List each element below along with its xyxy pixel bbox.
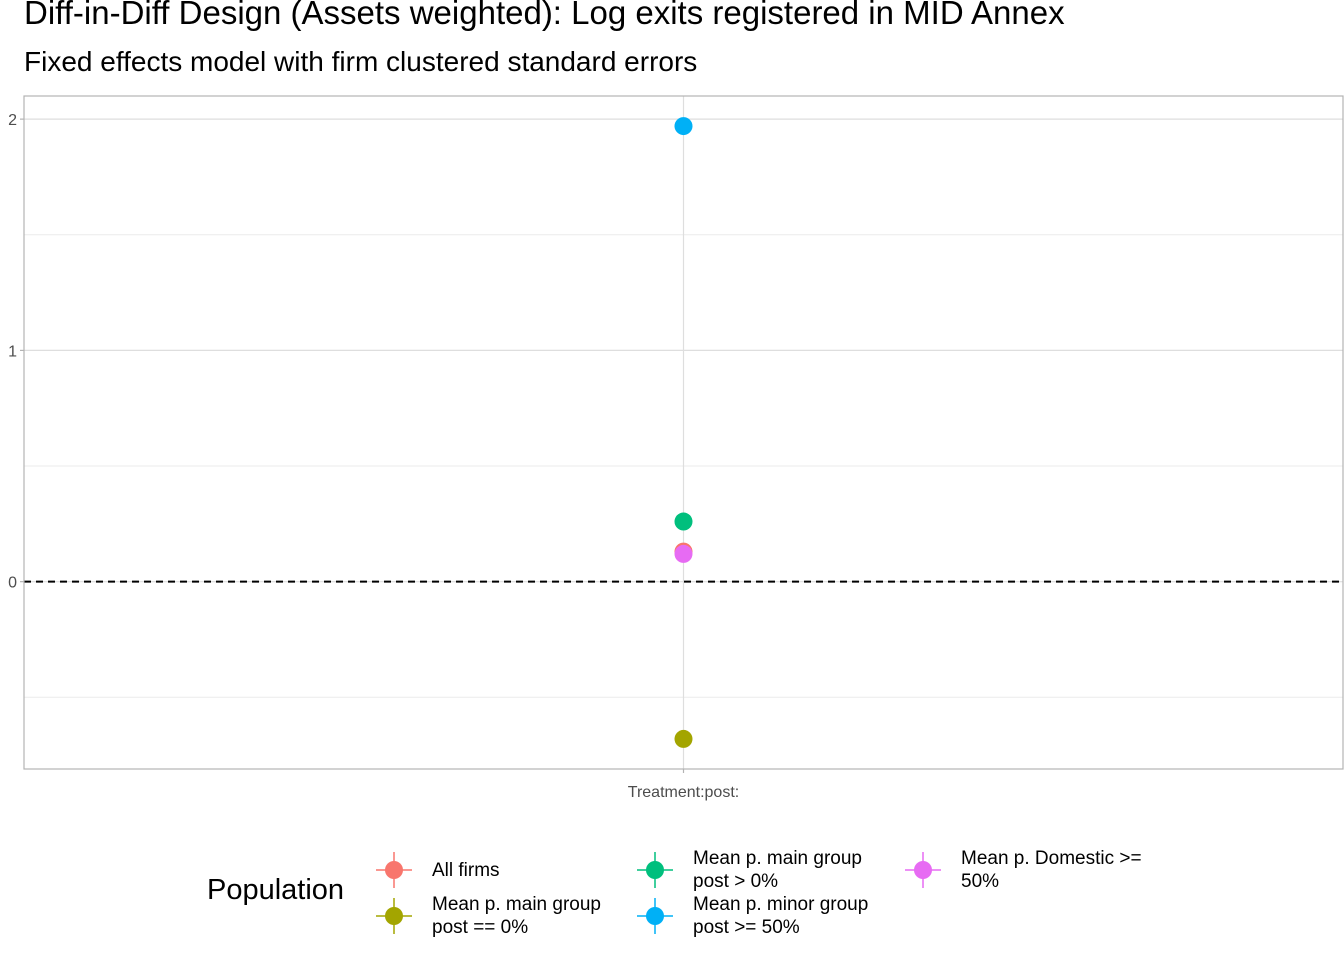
legend-item-main-group-zero: Mean p. main group post == 0%	[374, 893, 601, 939]
legend-label-main-group-positive-line1: Mean p. main group	[693, 848, 862, 869]
data-point-mean-p-minor-group-post-50	[674, 117, 693, 136]
legend-swatch	[376, 852, 412, 888]
y-tick-label: 0	[8, 575, 17, 592]
legend-item-main-group-positive: Mean p. main group post > 0%	[635, 847, 862, 893]
legend-item-minor-group: Mean p. minor group post >= 50%	[635, 893, 868, 939]
legend-label-main-group-zero-line1: Mean p. main group	[432, 894, 601, 915]
legend-label-minor-group-line1: Mean p. minor group	[693, 894, 869, 915]
legend-label-main-group-zero-line2: post == 0%	[432, 917, 529, 938]
legend-key-domestic	[903, 850, 943, 890]
legend-label-main-group-positive-line2: post > 0%	[693, 871, 779, 892]
legend-swatch	[376, 898, 412, 934]
legend-key-main-group-positive	[635, 850, 675, 890]
data-point-mean-p-domestic-50	[674, 544, 693, 563]
legend-key-minor-group	[635, 896, 675, 936]
legend-item-domestic: Mean p. Domestic >= 50%	[903, 847, 1142, 893]
chart-subtitle: Fixed effects model with firm clustered …	[24, 46, 698, 77]
y-tick-label: 2	[8, 112, 17, 129]
legend-label-domestic-line1: Mean p. Domestic >=	[961, 848, 1142, 869]
legend-title: Population	[207, 874, 345, 906]
legend-key-all-firms	[374, 850, 414, 890]
legend-swatch	[637, 852, 673, 888]
plot-area: 0 1 2 Treatment:post:	[8, 95, 1344, 801]
legend-label-domestic-line2: 50%	[961, 871, 1000, 892]
y-tick-label: 1	[8, 343, 17, 360]
data-point-mean-p-main-group-post-0	[674, 512, 693, 531]
legend-swatch	[637, 898, 673, 934]
legend-label-all-firms: All firms	[432, 859, 500, 881]
legend-key-main-group-zero	[374, 896, 414, 936]
legend-item-all-firms: All firms	[374, 850, 500, 890]
chart-title: Diff-in-Diff Design (Assets weighted): L…	[24, 0, 1065, 31]
legend-swatch	[905, 852, 941, 888]
x-tick-label: Treatment:post:	[628, 784, 739, 801]
legend-label-minor-group-line2: post >= 50%	[693, 917, 800, 938]
data-point-mean-p-main-group-post-0	[674, 729, 693, 748]
